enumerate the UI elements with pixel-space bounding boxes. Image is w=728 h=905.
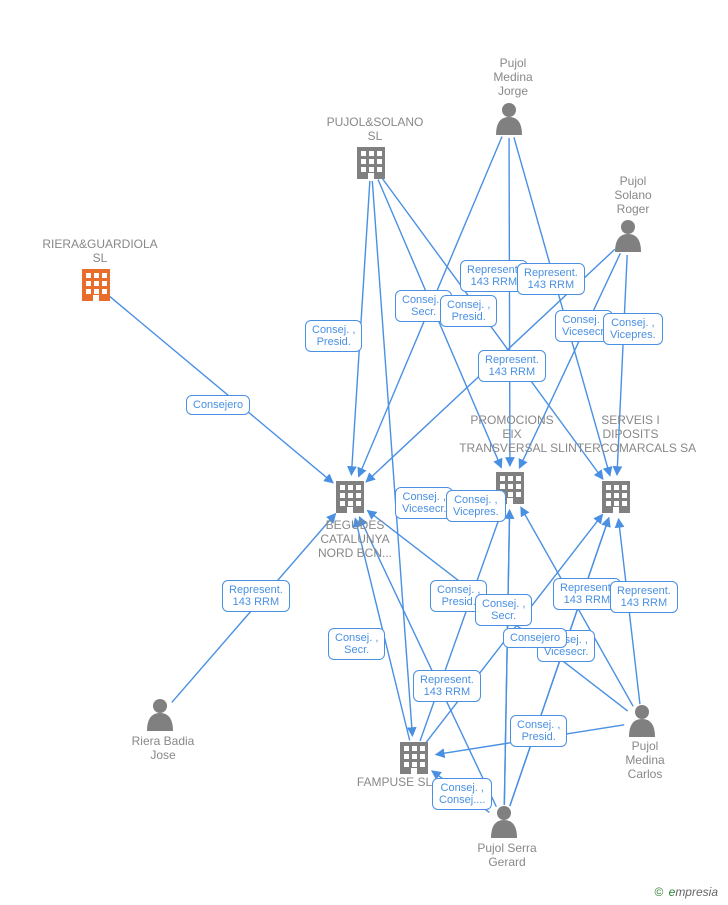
person-icon[interactable] [147,699,173,731]
company-icon[interactable] [336,481,364,513]
edge [372,181,412,736]
company-icon[interactable] [357,147,385,179]
edge [521,507,633,706]
edge [425,514,603,743]
edge [510,518,609,806]
edge [359,137,502,477]
company-icon[interactable] [496,472,524,504]
edge [367,510,627,711]
edge [110,297,333,483]
edge [509,138,510,466]
edge [382,178,603,480]
copyright-symbol: © [654,885,663,899]
edge [617,255,627,475]
edge [366,249,615,482]
edge [519,253,620,468]
edge [619,519,640,704]
edge [504,510,509,805]
person-icon[interactable] [491,806,517,838]
person-icon[interactable] [496,103,522,135]
edge [378,180,501,468]
network-graph [0,0,728,905]
person-icon[interactable] [629,705,655,737]
brand-name: empresia [669,885,718,899]
edge [420,509,503,741]
company-icon[interactable] [400,742,428,774]
company-icon[interactable] [602,481,630,513]
footer-credit: © empresia [654,885,718,899]
edge [355,518,409,740]
edge [172,514,336,703]
edge [351,181,369,475]
edge [432,771,490,813]
company-icon[interactable] [82,269,110,301]
person-icon[interactable] [615,220,641,252]
